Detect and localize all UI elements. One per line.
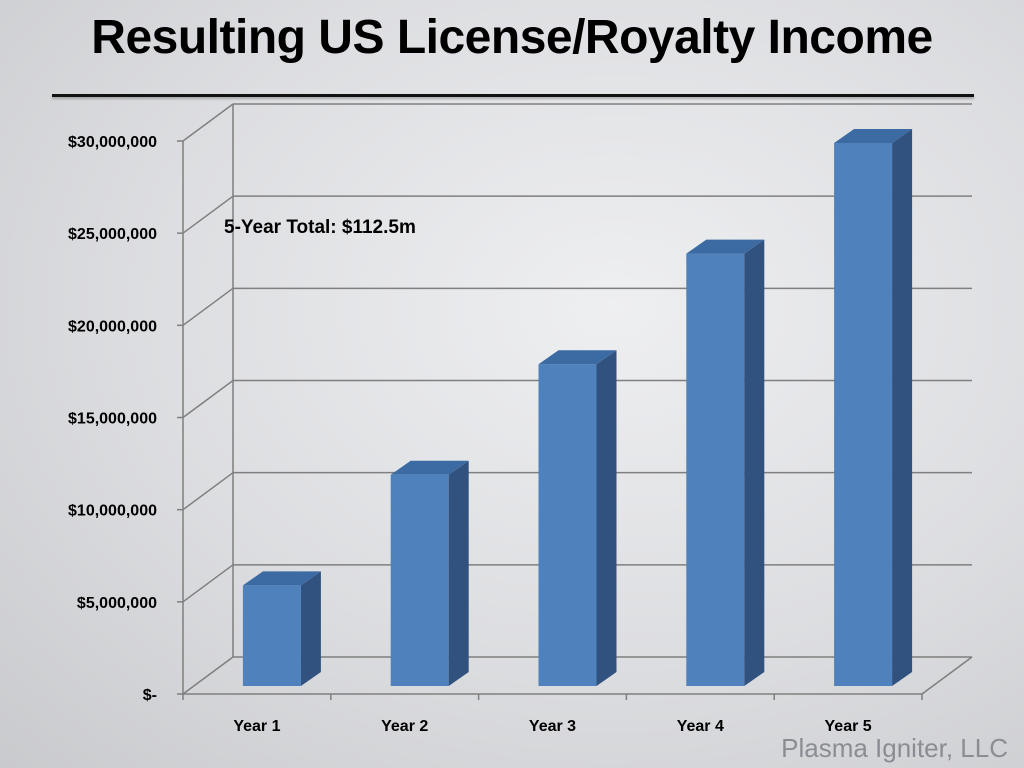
y-tick-label: $15,000,000 [68, 411, 157, 428]
chart-annotation: 5-Year Total: $112.5m [224, 217, 416, 238]
bar-top [242, 571, 321, 586]
chart-bars [242, 129, 913, 686]
title-divider [52, 94, 974, 97]
bar [538, 364, 597, 686]
x-tick-label: Year 3 [529, 718, 576, 735]
bar-side [300, 571, 321, 686]
bar-side [596, 350, 617, 686]
gridline-side [182, 472, 234, 511]
x-tick-label: Year 5 [825, 718, 872, 735]
y-tick-label: $30,000,000 [68, 134, 157, 151]
bar-side [892, 129, 913, 686]
bar-side [744, 239, 765, 686]
x-tick-label: Year 2 [381, 718, 428, 735]
bar-side [448, 460, 469, 686]
gridline-side [182, 103, 234, 142]
bar-top [834, 129, 913, 143]
y-tick-label: $10,000,000 [68, 503, 157, 520]
y-tick-label: $5,000,000 [77, 595, 157, 612]
footer-company-name: Plasma Igniter, LLC [781, 733, 1008, 763]
bar [834, 143, 893, 686]
gridline-side [182, 564, 234, 603]
bar-top [538, 350, 617, 365]
gridline-side [182, 287, 234, 326]
bar-top [390, 460, 469, 475]
y-tick-label: $25,000,000 [68, 226, 157, 243]
gridline-side [182, 656, 234, 695]
bar [390, 474, 449, 686]
gridline-side [182, 195, 234, 234]
gridline-side [182, 379, 234, 419]
x-tick-label: Year 4 [677, 718, 724, 735]
y-tick-label: $20,000,000 [68, 318, 157, 335]
slide-title: Resulting US License/Royalty Income [91, 11, 933, 64]
x-tick-label: Year 1 [233, 718, 280, 735]
y-tick-label: $- [143, 687, 157, 704]
bar [686, 253, 745, 686]
floor-right-edge [921, 656, 973, 695]
chart-labels: $- $5,000,000 $10,000,000 $15,000,000 $20,00… [68, 134, 872, 735]
bar [242, 585, 301, 686]
bar-top [686, 239, 765, 254]
